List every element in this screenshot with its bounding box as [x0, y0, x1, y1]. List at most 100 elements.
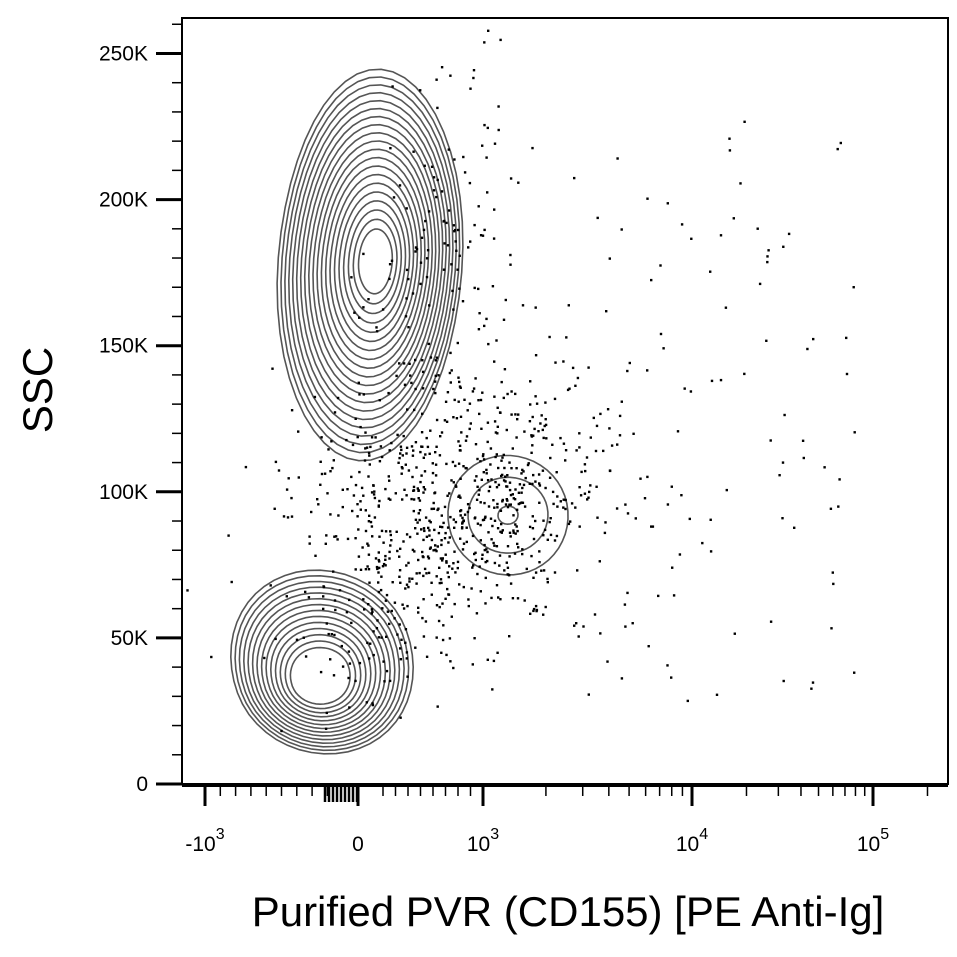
event-dot [377, 558, 380, 562]
event-dot [383, 680, 386, 683]
event-dot [719, 378, 723, 382]
event-dot [531, 415, 534, 419]
event-dot [569, 520, 572, 523]
event-dot [435, 445, 438, 448]
event-dot [427, 557, 431, 560]
event-dot [378, 399, 381, 402]
event-dot [388, 479, 391, 482]
event-dot [403, 488, 406, 491]
event-dot [497, 596, 500, 599]
event-dot [485, 472, 488, 475]
event-dot [466, 409, 469, 412]
event-dot [377, 581, 380, 584]
event-dot [565, 336, 568, 339]
event-dot [388, 550, 391, 554]
event-dot [618, 434, 622, 437]
event-dot [427, 571, 431, 575]
event-dot [538, 482, 541, 485]
event-dot [384, 564, 387, 567]
event-dot [504, 298, 507, 302]
event-dot [476, 522, 480, 525]
event-dot [462, 542, 466, 545]
event-dot [466, 503, 470, 506]
event-dot [501, 500, 504, 503]
event-dot [458, 449, 462, 452]
event-dot [515, 436, 518, 439]
event-dot [651, 525, 655, 528]
event-dot [531, 146, 534, 150]
event-dot [680, 223, 684, 226]
event-dot [490, 478, 493, 481]
event-dot [400, 472, 403, 475]
event-dot [781, 517, 784, 520]
event-dot [425, 535, 429, 538]
event-dot [587, 693, 590, 696]
event-dot [434, 359, 437, 362]
event-dot [438, 454, 442, 457]
contour-line [284, 640, 357, 710]
event-dot [566, 388, 570, 392]
event-dot [403, 383, 407, 386]
event-dot [493, 561, 497, 565]
event-dot [381, 308, 385, 311]
event-dot [372, 653, 375, 657]
event-dot [478, 565, 481, 568]
event-dot [414, 358, 417, 362]
event-dot [388, 277, 391, 281]
event-dot [367, 544, 370, 547]
event-dot [297, 430, 300, 433]
event-dot [414, 441, 418, 444]
event-dot [186, 589, 189, 592]
event-dot [365, 446, 369, 449]
event-dot [411, 292, 415, 295]
event-dot [322, 595, 325, 598]
event-dot [481, 553, 484, 556]
event-dot [461, 521, 464, 524]
event-dot [483, 516, 487, 520]
event-dot [458, 444, 462, 447]
event-dot [486, 479, 490, 482]
event-dot [639, 477, 642, 480]
event-dot [487, 505, 491, 508]
event-dot [473, 286, 476, 290]
event-dot [441, 602, 444, 605]
event-dot [517, 502, 520, 506]
event-dot [411, 577, 414, 580]
event-dot [378, 499, 381, 503]
event-dot [626, 591, 629, 595]
event-dot [457, 462, 461, 465]
event-dot [474, 377, 477, 380]
event-dot [310, 510, 313, 514]
y-tick-label: 100K [99, 481, 148, 504]
event-dot [496, 432, 499, 435]
event-dot [481, 144, 484, 147]
event-dot [516, 529, 519, 533]
event-dot [470, 587, 473, 590]
event-dot [812, 337, 815, 341]
y-axis: 0 50K 100K 150K 200K 250K [99, 23, 182, 796]
event-dot [468, 427, 471, 431]
event-dot [430, 507, 433, 511]
event-dot [308, 542, 311, 545]
event-dot [385, 635, 388, 638]
event-dot [487, 531, 490, 534]
event-dot [485, 317, 488, 321]
event-dot [358, 661, 362, 665]
event-dot [483, 324, 486, 328]
event-dot [366, 542, 369, 545]
event-dot [439, 525, 442, 528]
event-dot [491, 524, 494, 528]
event-dot [508, 481, 512, 484]
contour-line [238, 580, 405, 748]
event-dot [406, 408, 409, 411]
event-dot [765, 339, 768, 342]
event-dot [325, 622, 328, 625]
event-dot [377, 590, 381, 594]
contour-line [324, 165, 423, 361]
event-dot [443, 242, 446, 245]
event-dot [473, 479, 477, 482]
event-dot [503, 466, 506, 470]
event-dot [384, 530, 388, 533]
event-dot [559, 500, 562, 503]
event-dot [464, 439, 468, 442]
